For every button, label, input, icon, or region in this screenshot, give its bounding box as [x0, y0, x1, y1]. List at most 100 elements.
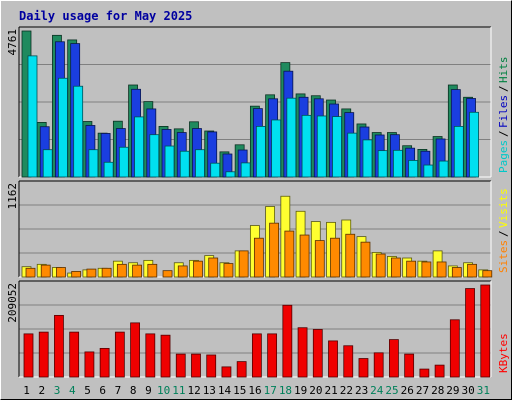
- bar-pages-day-5: [88, 149, 99, 178]
- legend-separator: /: [497, 85, 510, 92]
- bar-kbytes-day-10: [160, 334, 171, 378]
- bar-kbytes-day-12: [191, 353, 201, 378]
- legend-visits: Visits: [497, 188, 510, 228]
- bar-sites-day-9: [147, 263, 158, 278]
- legend-separator: /: [497, 130, 510, 137]
- bar-kbytes-day-9: [145, 333, 156, 378]
- x-tick-label-day-16: 16: [248, 384, 261, 397]
- bar-kbytes-day-25: [389, 339, 399, 378]
- bar-pages-day-8: [134, 116, 144, 178]
- bar-sites-day-20: [314, 240, 325, 278]
- bar-sites-day-17: [269, 222, 280, 278]
- bar-pages-day-22: [347, 132, 358, 178]
- bar-kbytes-day-8: [130, 322, 140, 378]
- x-tick-label-day-5: 5: [84, 384, 91, 397]
- bar-kbytes-day-11: [175, 353, 186, 378]
- x-tick-label-day-25: 25: [385, 384, 398, 397]
- x-tick-label-day-20: 20: [309, 384, 322, 397]
- bar-pages-day-20: [316, 115, 327, 178]
- legend-files: Files: [497, 95, 510, 128]
- bar-pages-day-6: [103, 161, 114, 178]
- x-tick-label-day-29: 29: [446, 384, 459, 397]
- bar-sites-day-14: [223, 263, 234, 278]
- legend-hits: Hits: [497, 57, 510, 84]
- bar-pages-day-27: [423, 164, 434, 178]
- bar-kbytes-day-24: [373, 352, 384, 378]
- bar-kbytes-day-23: [358, 358, 369, 378]
- bar-sites-day-28: [436, 261, 447, 278]
- x-tick-label-day-1: 1: [23, 384, 30, 397]
- bar-kbytes-day-7: [114, 331, 125, 378]
- bar-kbytes-day-15: [236, 361, 247, 378]
- bar-kbytes-day-2: [38, 331, 49, 378]
- x-tick-label-day-31: 31: [477, 384, 490, 397]
- bar-pages-day-13: [210, 162, 221, 178]
- bar-kbytes-day-5: [84, 351, 95, 378]
- bar-sites-day-21: [330, 237, 340, 278]
- bar-pages-day-18: [286, 97, 297, 178]
- bar-sites-day-12: [193, 260, 203, 278]
- bar-kbytes-day-31: [480, 284, 491, 378]
- bar-pages-day-24: [377, 150, 388, 178]
- bar-pages-day-10: [164, 145, 175, 178]
- x-tick-label-day-22: 22: [340, 384, 353, 397]
- bar-kbytes-day-6: [99, 347, 110, 378]
- bar-pages-day-28: [438, 160, 449, 178]
- bar-sites-day-10: [162, 270, 173, 278]
- bar-sites-day-29: [451, 267, 462, 278]
- bar-pages-day-14: [225, 171, 236, 178]
- bar-pages-day-3: [58, 77, 68, 178]
- bar-sites-day-16: [253, 237, 264, 278]
- bar-pages-day-21: [332, 116, 342, 178]
- x-tick-label-day-26: 26: [401, 384, 414, 397]
- x-tick-label-day-18: 18: [279, 384, 292, 397]
- bar-kbytes-day-17: [267, 333, 278, 378]
- x-tick-label-day-3: 3: [54, 384, 61, 397]
- bar-pages-day-25: [393, 149, 403, 178]
- bar-kbytes-day-14: [221, 366, 232, 378]
- x-tick-label-day-14: 14: [218, 384, 232, 397]
- bar-kbytes-day-27: [419, 368, 430, 378]
- x-tick-label-day-2: 2: [39, 384, 46, 397]
- x-tick-label-day-7: 7: [115, 384, 122, 397]
- bar-sites-day-25: [391, 257, 401, 278]
- bar-sites-day-2: [40, 264, 51, 278]
- bar-pages-day-1: [27, 55, 38, 178]
- bar-sites-day-24: [375, 253, 386, 278]
- bar-kbytes-day-4: [69, 331, 80, 378]
- bar-sites-day-4: [71, 271, 82, 278]
- bar-sites-day-22: [345, 233, 356, 278]
- bar-kbytes-day-30: [465, 288, 475, 378]
- bar-pages-day-23: [362, 139, 373, 178]
- x-tick-label-day-28: 28: [431, 384, 444, 397]
- bar-pages-day-29: [453, 126, 464, 178]
- bar-kbytes-day-16: [251, 333, 262, 378]
- bar-sites-day-13: [208, 257, 219, 278]
- x-tick-label-day-13: 13: [203, 384, 216, 397]
- bar-pages-day-2: [42, 149, 53, 178]
- bar-sites-day-18: [284, 230, 295, 278]
- bar-sites-day-19: [299, 234, 310, 278]
- x-tick-label-day-4: 4: [69, 384, 76, 397]
- bar-pages-day-16: [255, 126, 266, 178]
- x-tick-label-day-10: 10: [157, 384, 170, 397]
- x-tick-label-day-12: 12: [187, 384, 200, 397]
- bar-sites-day-27: [421, 261, 432, 278]
- y-axis-max-label: 1162: [6, 183, 19, 210]
- chart-title: Daily usage for May 2025: [19, 9, 192, 23]
- bar-sites-day-15: [238, 250, 249, 278]
- bar-kbytes-day-3: [54, 314, 64, 378]
- y-axis-max-label: 209052: [6, 283, 19, 323]
- bar-pages-day-26: [408, 160, 419, 178]
- x-tick-label-day-9: 9: [145, 384, 152, 397]
- y-axis-max-label: 4761: [6, 29, 19, 56]
- bar-kbytes-day-13: [206, 354, 217, 378]
- bar-pages-day-17: [271, 119, 282, 178]
- bar-pages-day-12: [195, 149, 205, 178]
- bar-sites-day-3: [56, 267, 66, 278]
- bar-kbytes-day-19: [297, 327, 308, 378]
- x-tick-label-day-23: 23: [355, 384, 368, 397]
- bar-sites-day-31: [482, 270, 493, 278]
